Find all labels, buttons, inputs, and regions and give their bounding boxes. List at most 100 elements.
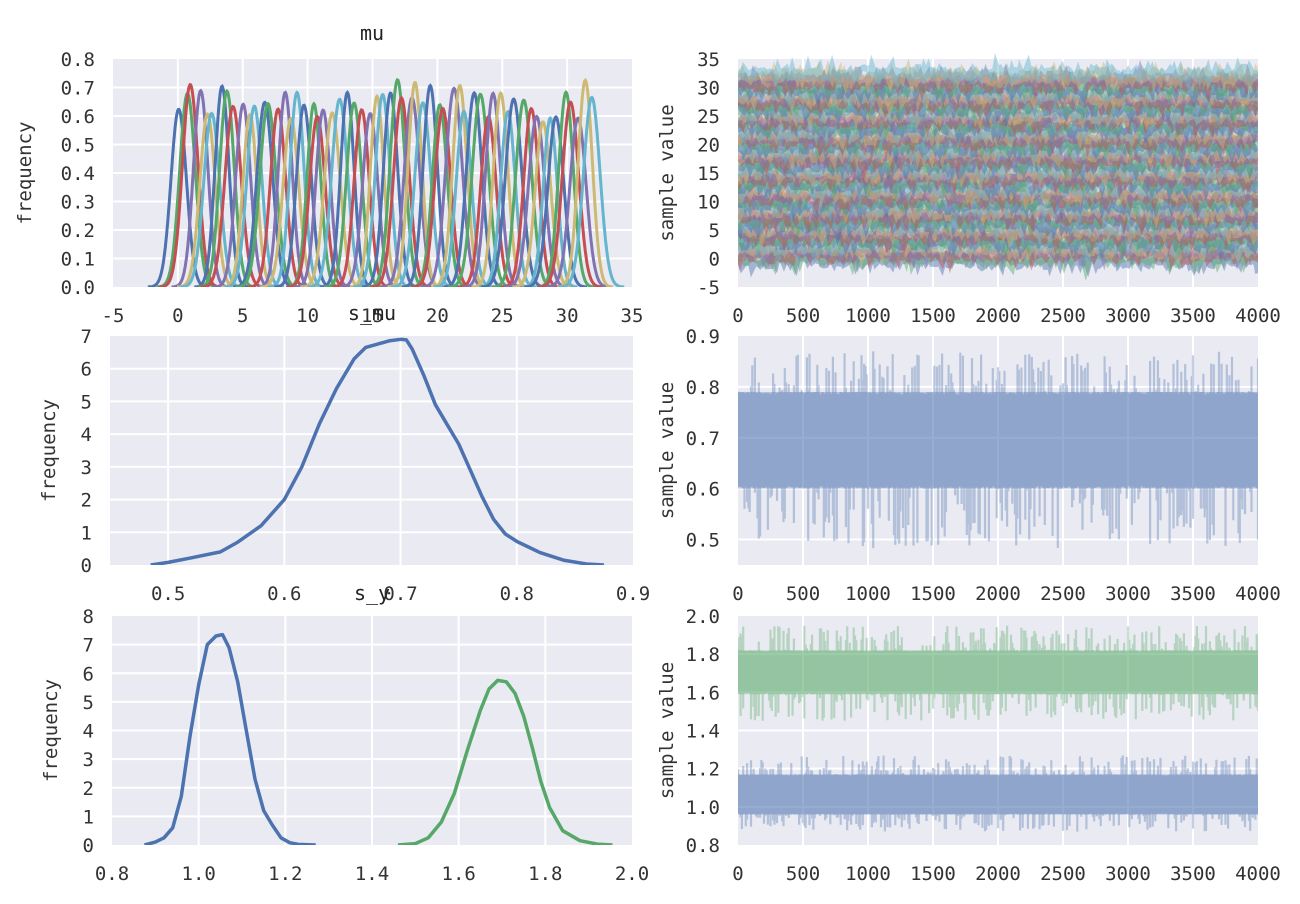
x-tick-label: 5 xyxy=(237,305,248,327)
kde-curve xyxy=(501,106,561,287)
trace-line xyxy=(738,236,1258,274)
kde-curve xyxy=(420,86,488,287)
x-tick-label: 3000 xyxy=(1105,583,1151,605)
y-axis-label: sample value xyxy=(656,382,678,519)
trace-line xyxy=(738,227,1258,265)
y-tick-label: 1.6 xyxy=(686,682,720,704)
y-tick-label: 1 xyxy=(81,522,92,544)
kde-curve xyxy=(177,112,238,287)
y-tick-label: 1.8 xyxy=(686,644,720,666)
trace-line xyxy=(738,142,1258,183)
x-tick-label: 500 xyxy=(786,583,820,605)
x-tick-label: 0 xyxy=(172,305,183,327)
x-tick-label: 1000 xyxy=(845,583,891,605)
trace-line xyxy=(738,116,1258,157)
trace-line xyxy=(738,137,1258,176)
chart-title: s_mu xyxy=(348,301,396,325)
y-axis-label: frequency xyxy=(40,679,62,782)
y-tick-label: 5 xyxy=(709,220,720,242)
trace-line xyxy=(738,154,1258,193)
trace-line xyxy=(738,52,1258,93)
trace-line xyxy=(738,133,1258,173)
x-tick-label: 15 xyxy=(361,305,384,327)
x-tick-label: 2500 xyxy=(1040,583,1086,605)
trace-line xyxy=(738,115,1258,152)
kde-curve xyxy=(221,112,278,287)
kde-curve xyxy=(558,95,625,287)
trace-line xyxy=(738,180,1258,221)
plot-background xyxy=(110,336,633,565)
kde-curve xyxy=(556,78,614,287)
y-tick-label: 6 xyxy=(81,359,92,381)
x-tick-label: 2000 xyxy=(975,583,1021,605)
y-tick-label: 1 xyxy=(83,806,94,828)
kde-curve xyxy=(361,91,419,287)
x-tick-label: 35 xyxy=(621,305,644,327)
x-tick-label: 0.5 xyxy=(151,583,185,605)
trace-core-s_y[0] xyxy=(738,774,1258,815)
trace-line xyxy=(738,172,1258,211)
y-tick-label: 0.0 xyxy=(61,277,95,299)
x-tick-label: 3500 xyxy=(1170,583,1216,605)
trace-s_y[0] xyxy=(738,755,1258,832)
s_mu-trace-panel: 0 500 1000 1500 2000 2500 3000 3500 4000 0.5 0.6 0.… xyxy=(656,326,1281,605)
kde-curve xyxy=(274,103,334,287)
trace-line xyxy=(738,212,1258,252)
trace-line xyxy=(738,130,1258,169)
plot-area xyxy=(144,632,613,845)
y-tick-label: 4 xyxy=(83,721,94,743)
s_y-trace-panel: 0 500 1000 1500 2000 2500 3000 3500 4000 0.8 1.0 1.… xyxy=(656,606,1281,885)
y-tick-label: 0 xyxy=(709,249,720,271)
x-tick-label: 4000 xyxy=(1235,863,1281,885)
trace-line xyxy=(738,207,1258,246)
trace-line xyxy=(738,200,1258,239)
y-tick-label: -5 xyxy=(697,277,720,299)
kde-curve xyxy=(235,101,300,287)
y-tick-label: 2 xyxy=(81,490,92,512)
mu-density-panel: -5 0 5 10 15 20 25 30 35 0.0 0.1 0.2 0.3 0.4 0.5 0.6 0.7… xyxy=(14,21,643,327)
kde-curve xyxy=(433,109,494,287)
trace-line xyxy=(738,63,1258,103)
x-tick-label: 2500 xyxy=(1040,863,1086,885)
plot-area xyxy=(738,351,1258,549)
kde-curve xyxy=(147,107,210,287)
chart-title: mu xyxy=(360,21,384,45)
trace-line xyxy=(738,78,1258,119)
trace-line xyxy=(738,90,1258,129)
x-tick-label: 20 xyxy=(426,305,449,327)
kde-curve-s_mu xyxy=(150,337,605,565)
y-tick-label: 3 xyxy=(81,457,92,479)
trace-line xyxy=(738,220,1258,259)
x-tick-label: -5 xyxy=(102,305,125,327)
y-axis-label: sample value xyxy=(656,662,678,799)
kde-curve xyxy=(224,104,284,287)
trace-line xyxy=(738,223,1258,260)
y-tick-label: 1.4 xyxy=(686,721,720,743)
x-tick-label: 1500 xyxy=(910,863,956,885)
trace-core-s_mu xyxy=(738,391,1258,489)
trace-line xyxy=(738,111,1258,149)
mu-trace-panel: 0 500 1000 1500 2000 2500 3000 3500 4000 -5 0 5 10 15… xyxy=(656,49,1281,327)
trace-line xyxy=(738,111,1258,148)
x-tick-label: 30 xyxy=(556,305,579,327)
x-tick-label: 0.8 xyxy=(95,863,129,885)
y-tick-label: 1.0 xyxy=(686,797,720,819)
trace-line xyxy=(738,206,1258,247)
y-tick-label: 0.4 xyxy=(61,163,95,185)
kde-curve xyxy=(268,90,326,287)
y-tick-label: 0.9 xyxy=(686,326,720,348)
y-axis-label: sample value xyxy=(656,104,678,241)
trace-line xyxy=(738,150,1258,188)
plot-area xyxy=(738,52,1258,281)
y-tick-label: 3 xyxy=(83,749,94,771)
x-tick-label: 1500 xyxy=(910,305,956,327)
kde-curve xyxy=(524,114,588,287)
x-tick-label: 1.6 xyxy=(442,863,476,885)
kde-curve xyxy=(349,93,404,287)
y-tick-label: 30 xyxy=(697,78,720,100)
trace-line xyxy=(738,162,1258,202)
y-tick-label: 0.8 xyxy=(686,377,720,399)
y-tick-label: 0.3 xyxy=(61,192,95,214)
x-tick-label: 2.0 xyxy=(615,863,649,885)
